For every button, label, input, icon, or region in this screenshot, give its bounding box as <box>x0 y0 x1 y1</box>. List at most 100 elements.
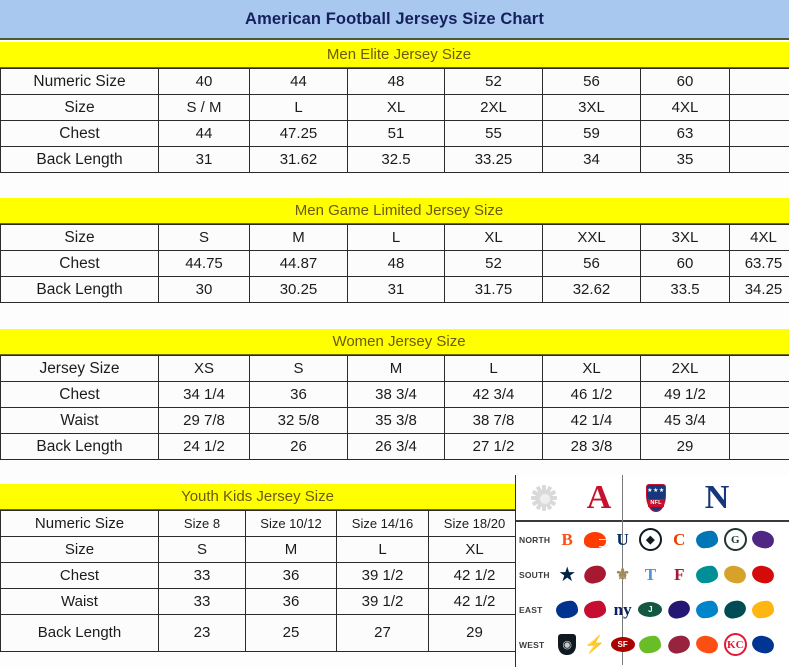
data-cell: 55 <box>444 120 543 147</box>
texans-logo <box>582 561 609 588</box>
data-cell: XL <box>444 224 543 251</box>
women-heading: Women Jersey Size <box>332 333 466 350</box>
afc-team-group: B U ◆ <box>554 526 664 553</box>
data-cell: 27 1/2 <box>444 433 543 460</box>
table-row: Waist 29 7/8 32 5/8 35 3/8 38 7/8 42 1/4 45 3/… <box>0 407 789 434</box>
table-row: Back Length 24 1/2 26 26 3/4 27 1/2 28 3/8 29 <box>0 433 789 460</box>
women-table: Jersey Size XS S M L XL 2XL Chest 34 1/4 36 38 3/4… <box>0 355 789 460</box>
empty-cell <box>729 381 789 408</box>
row-label-cell: Size <box>0 94 159 121</box>
data-cell: 44.75 <box>158 250 250 277</box>
data-cell: S <box>158 536 246 563</box>
row-label-cell: Size <box>0 224 159 251</box>
division-row: WEST ◉ ⚡ SF KC <box>516 627 789 662</box>
youth-kids-table: Numeric Size Size 8 Size 10/12 Size 14/16 Si… <box>0 510 521 652</box>
nfc-logo: N <box>694 478 740 518</box>
vikings-logo <box>750 526 777 553</box>
nfl-conference-header: A ★★★ NFL N <box>516 475 789 522</box>
data-cell: 33 <box>158 562 246 589</box>
packers-logo: G <box>722 526 749 553</box>
data-cell: 2XL <box>640 355 730 382</box>
row-label-cell: Chest <box>0 562 159 589</box>
row-label-cell: Waist <box>0 588 159 615</box>
data-cell: S <box>249 355 348 382</box>
row-label-cell: Size <box>0 536 159 563</box>
data-cell: 34 1/4 <box>158 381 250 408</box>
table-row: Back Length 31 31.62 32.5 33.25 34 35 <box>0 146 789 173</box>
empty-cell <box>729 68 789 95</box>
page-title: American Football Jerseys Size Chart <box>245 9 544 28</box>
data-cell: 31.62 <box>249 146 348 173</box>
data-cell: L <box>336 536 429 563</box>
data-cell: 34 <box>542 146 641 173</box>
nfl-divisions-panel: A ★★★ NFL N NORTH B U ◆ C G SOUTH ★ ⚜ T F EAST ny J WE… <box>515 475 789 667</box>
data-cell: S <box>158 224 250 251</box>
row-label-cell: Numeric Size <box>0 68 159 95</box>
cowboys-logo: ★ <box>558 563 577 586</box>
data-cell: S / M <box>158 94 250 121</box>
row-label-cell: Chest <box>0 120 159 147</box>
data-cell: 32.5 <box>347 146 445 173</box>
data-cell: 33.25 <box>444 146 543 173</box>
data-cell: XXL <box>542 224 641 251</box>
table-row: Chest 33 36 39 1/2 42 1/2 <box>0 562 521 589</box>
empty-cell <box>729 407 789 434</box>
empty-cell <box>729 433 789 460</box>
data-cell: 36 <box>245 588 337 615</box>
men-game-limited-section: Men Game Limited Jersey Size Size S M L XL XX… <box>0 198 789 303</box>
data-cell: 36 <box>249 381 348 408</box>
table-row: Back Length 23 25 27 29 <box>0 614 521 652</box>
titans-logo: T <box>644 565 657 584</box>
table-row: Size S M L XL <box>0 536 521 563</box>
data-cell: XL <box>347 94 445 121</box>
data-cell: 63 <box>640 120 730 147</box>
row-label-cell: Back Length <box>0 614 159 652</box>
empty-cell <box>729 355 789 382</box>
redskins-logo <box>750 596 777 623</box>
data-cell: M <box>347 355 445 382</box>
men-game-limited-heading: Men Game Limited Jersey Size <box>294 202 504 219</box>
buccaneers-logo <box>750 561 777 588</box>
nfc-team-group: KC <box>666 631 789 658</box>
women-heading-band: Women Jersey Size <box>0 329 789 355</box>
table-row: Chest 44.75 44.87 48 52 56 60 63.75 <box>0 250 789 277</box>
row-label-cell: Chest <box>0 381 159 408</box>
data-cell: XL <box>428 536 521 563</box>
steelers-logo: ◆ <box>637 526 664 553</box>
data-cell: 47.25 <box>249 120 348 147</box>
data-cell: 24 1/2 <box>158 433 250 460</box>
chart-title-band: American Football Jerseys Size Chart <box>0 0 789 40</box>
data-cell: 56 <box>542 68 641 95</box>
data-cell: 30 <box>158 276 250 303</box>
data-cell: 46 1/2 <box>542 381 641 408</box>
shield-label: NFL <box>648 499 664 507</box>
saints-logo: ⚜ <box>615 565 631 584</box>
table-row: Waist 33 36 39 1/2 42 1/2 <box>0 588 521 615</box>
data-cell: 28 3/8 <box>542 433 641 460</box>
data-cell: 42 1/2 <box>428 562 521 589</box>
data-cell: 31 <box>158 146 250 173</box>
row-label-cell: Chest <box>0 250 159 277</box>
data-cell: XL <box>542 355 641 382</box>
youth-kids-section: Youth Kids Jersey Size Numeric Size Size … <box>0 484 521 652</box>
data-cell: 33 <box>158 588 246 615</box>
data-cell: 29 <box>640 433 730 460</box>
nfc-team-group: F <box>666 561 789 588</box>
afc-team-group: ◉ ⚡ SF <box>554 631 664 658</box>
division-row: EAST ny J <box>516 592 789 627</box>
afc-team-group: ny J <box>554 596 664 623</box>
data-cell: 31.75 <box>444 276 543 303</box>
data-cell: 48 <box>347 250 445 277</box>
data-cell: Size 8 <box>158 510 246 537</box>
data-cell: XS <box>158 355 250 382</box>
data-cell: 42 1/4 <box>542 407 641 434</box>
row-label-cell: Waist <box>0 407 159 434</box>
data-cell: 51 <box>347 120 445 147</box>
data-cell: 45 3/4 <box>640 407 730 434</box>
data-cell: 35 <box>640 146 730 173</box>
data-cell: 48 <box>347 68 445 95</box>
data-cell: 4XL <box>640 94 730 121</box>
division-label: WEST <box>519 639 545 650</box>
eagles-logo <box>722 596 749 623</box>
